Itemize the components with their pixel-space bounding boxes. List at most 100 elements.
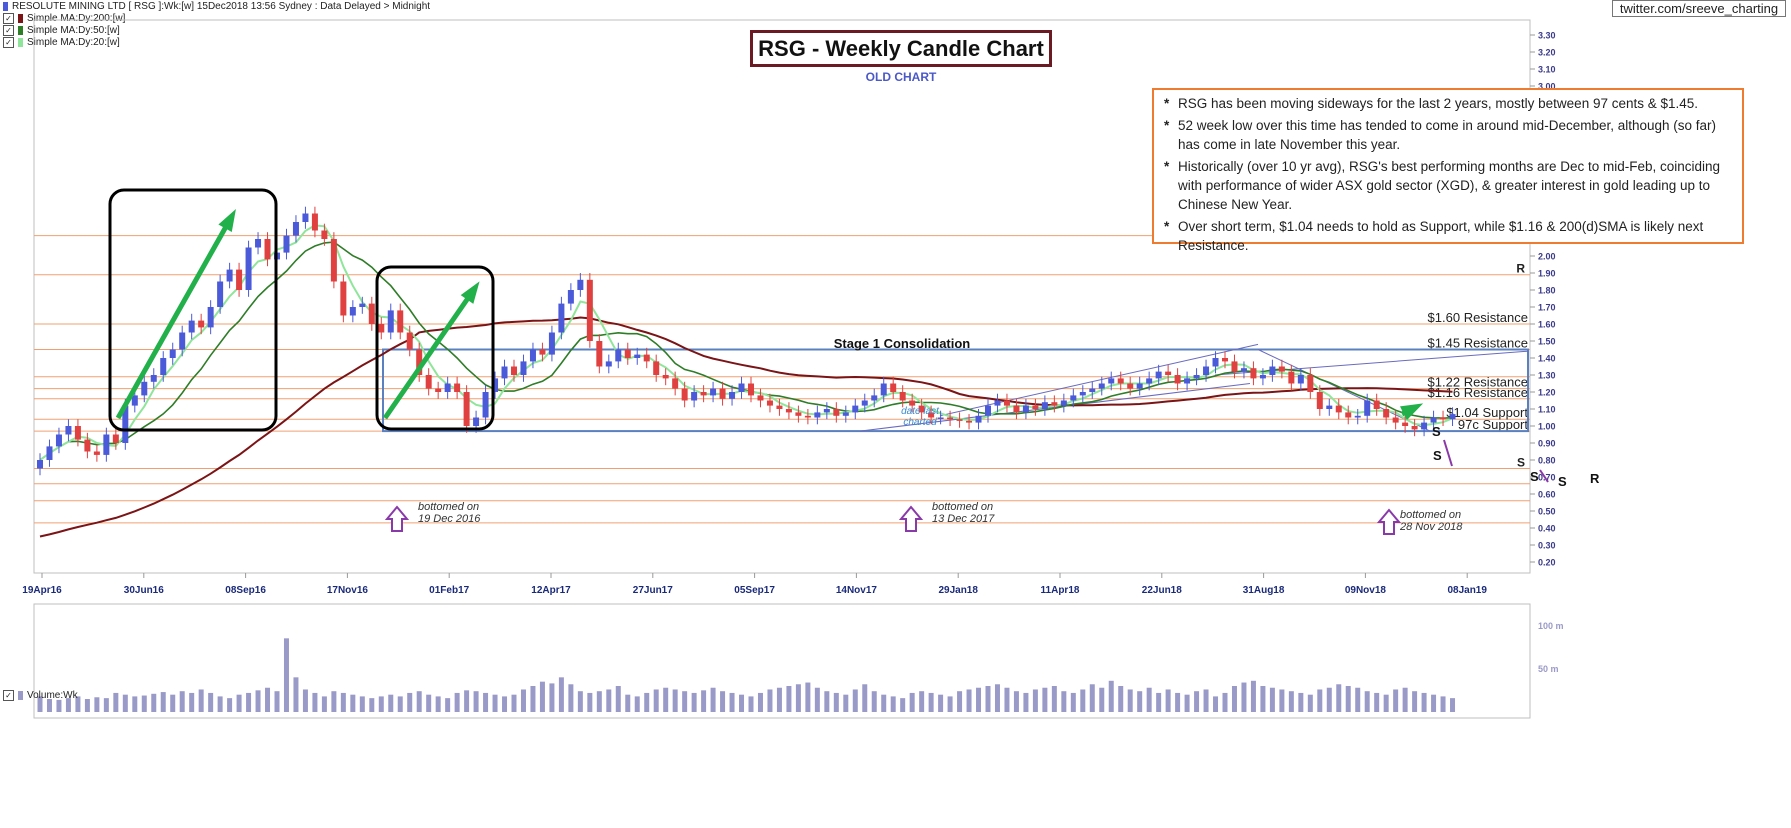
candle-body	[416, 349, 423, 375]
volume-bar	[1326, 687, 1332, 712]
pattern-label: S	[1432, 424, 1441, 439]
volume-bar	[1250, 680, 1256, 712]
candle-body	[65, 426, 72, 435]
candle-body	[74, 426, 81, 440]
volume-bar	[881, 694, 887, 712]
volume-panel-border	[33, 603, 1531, 719]
volume-bar	[75, 696, 81, 712]
checkbox-icon[interactable]: ✓	[3, 25, 14, 36]
x-tick-label: 08Sep16	[225, 585, 266, 596]
volume-bar	[577, 691, 583, 712]
volume-bar	[1156, 692, 1162, 712]
volume-legend[interactable]: ✓ Volume:Wk	[3, 690, 78, 701]
candle-body	[918, 405, 925, 413]
candle-body	[292, 222, 299, 236]
candle-body	[1364, 400, 1371, 416]
checkbox-icon[interactable]: ✓	[3, 13, 14, 24]
volume-bar	[340, 692, 346, 712]
volume-bar	[824, 691, 830, 712]
candle-body	[1259, 375, 1266, 379]
candle-body	[586, 279, 593, 341]
x-tick-label: 01Feb17	[429, 585, 469, 596]
bottom-note-1b: 19 Dec 2016	[418, 513, 481, 525]
channel-line-lower	[859, 383, 1251, 432]
candle-body	[615, 349, 622, 362]
legend-ma20[interactable]: ✓ Simple MA:Dy:20:[w]	[3, 37, 120, 48]
volume-bar	[331, 691, 337, 712]
volume-bar	[776, 687, 782, 712]
y-tick-label: 1.70	[1538, 303, 1556, 313]
volume-bar	[1108, 680, 1114, 712]
legend-ma50[interactable]: ✓ Simple MA:Dy:50:[w]	[3, 25, 120, 36]
volume-label: Volume:Wk	[27, 690, 78, 701]
rally-arrow-1	[115, 214, 235, 420]
y-tick-label: 1.60	[1538, 320, 1556, 330]
volume-bar	[132, 696, 138, 712]
candle-body	[55, 434, 62, 447]
ma50-swatch	[18, 26, 23, 35]
volume-bar	[710, 687, 716, 712]
candle-body	[1108, 378, 1115, 384]
x-tick-label: 14Nov17	[836, 585, 878, 596]
volume-bar	[672, 689, 678, 712]
candle-body	[406, 332, 413, 350]
volume-bar	[1184, 694, 1190, 712]
volume-bar	[947, 696, 953, 712]
candle-body	[1165, 371, 1172, 375]
volume-swatch	[18, 691, 23, 700]
bottom-note-3a: bottomed on	[1400, 509, 1461, 521]
note-item: RSG has been moving sideways for the las…	[1164, 94, 1734, 113]
rally-arrow-2-head	[460, 281, 480, 304]
volume-bar	[255, 690, 261, 712]
y-tick-label: 1.00	[1538, 422, 1556, 432]
ma20-swatch	[18, 38, 23, 47]
candle-body	[387, 310, 394, 333]
volume-bar	[189, 692, 195, 712]
pattern-label: S	[1433, 448, 1442, 463]
volume-bar	[985, 686, 991, 712]
volume-bar	[625, 694, 631, 712]
candle-body	[1392, 417, 1399, 423]
volume-bar	[1288, 691, 1294, 712]
candle-body	[131, 395, 138, 406]
note-item: Historically (over 10 yr avg), RSG's bes…	[1164, 157, 1734, 214]
candle-body	[909, 400, 916, 406]
candle-body	[1146, 378, 1153, 384]
volume-bar	[464, 690, 470, 712]
x-tick-label: 12Apr17	[531, 585, 571, 596]
candle-body	[122, 405, 129, 443]
candle-body	[842, 412, 849, 416]
x-tick-label: 22Jun18	[1142, 585, 1182, 596]
x-tick-label: 17Nov16	[327, 585, 369, 596]
candle-body	[823, 409, 830, 413]
y-tick-label: 0.60	[1538, 490, 1556, 500]
y-tick-label: 3.20	[1538, 48, 1556, 58]
x-tick-label: 31Aug18	[1243, 585, 1285, 596]
legend-ma200[interactable]: ✓ Simple MA:Dy:200:[w]	[3, 13, 125, 24]
volume-bar	[890, 696, 896, 712]
rally-arrow-2	[382, 286, 478, 420]
candle-body	[425, 375, 432, 389]
chart-subtitle: OLD CHART	[865, 70, 937, 84]
candle-body	[302, 213, 309, 222]
candle-body	[349, 307, 356, 316]
candle-body	[311, 213, 318, 231]
candle-body	[46, 446, 53, 460]
volume-bar	[1061, 691, 1067, 712]
checkbox-icon[interactable]: ✓	[3, 37, 14, 48]
candle-body	[169, 349, 176, 358]
candle-body	[1250, 368, 1257, 379]
volume-bar	[511, 694, 517, 712]
volume-bar	[141, 695, 147, 712]
volume-bar	[691, 692, 697, 712]
x-tick-label: 29Jan18	[938, 585, 978, 596]
y-tick-label: 0.80	[1538, 456, 1556, 466]
volume-bar	[208, 692, 214, 712]
volume-bar	[1279, 689, 1285, 712]
candle-body	[814, 412, 821, 418]
channel-line-upper	[939, 343, 1259, 417]
candle-body	[757, 395, 764, 401]
volume-bar	[814, 687, 820, 712]
checkbox-icon[interactable]: ✓	[3, 690, 14, 701]
candle-body	[150, 375, 157, 382]
